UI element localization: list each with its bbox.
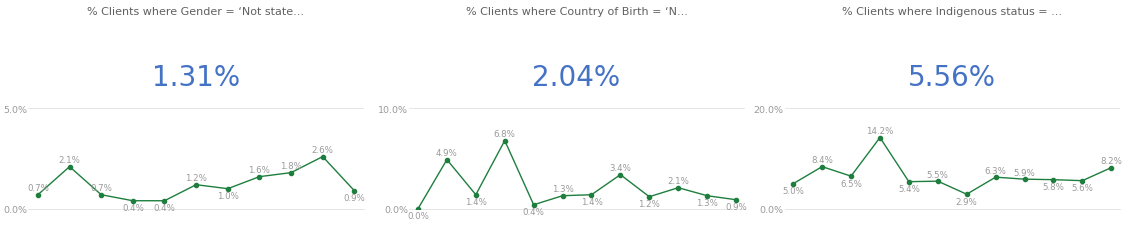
Text: 5.9%: 5.9% <box>1014 168 1036 177</box>
Text: 0.4%: 0.4% <box>122 203 143 212</box>
Text: 5.6%: 5.6% <box>1071 183 1094 192</box>
Text: % Clients where Country of Birth = ‘N...: % Clients where Country of Birth = ‘N... <box>465 7 688 17</box>
Text: 2.04%: 2.04% <box>532 64 621 91</box>
Text: 2.1%: 2.1% <box>59 155 81 164</box>
Text: 0.4%: 0.4% <box>523 207 545 216</box>
Text: 3.4%: 3.4% <box>609 163 631 172</box>
Text: 1.3%: 1.3% <box>696 198 719 207</box>
Text: 6.5%: 6.5% <box>840 179 862 188</box>
Text: 8.4%: 8.4% <box>811 155 833 164</box>
Text: 2.1%: 2.1% <box>667 176 689 185</box>
Text: 8.2%: 8.2% <box>1101 156 1122 165</box>
Text: 6.8%: 6.8% <box>493 129 516 138</box>
Text: 1.4%: 1.4% <box>581 197 603 206</box>
Text: 0.7%: 0.7% <box>27 183 49 192</box>
Text: 0.4%: 0.4% <box>153 203 175 212</box>
Text: 0.9%: 0.9% <box>725 202 747 211</box>
Text: 1.8%: 1.8% <box>280 161 302 170</box>
Text: 1.4%: 1.4% <box>465 197 487 206</box>
Text: 5.5%: 5.5% <box>927 170 948 179</box>
Text: 5.0%: 5.0% <box>782 186 804 195</box>
Text: 1.31%: 1.31% <box>151 64 240 91</box>
Text: 5.56%: 5.56% <box>907 64 996 91</box>
Text: 0.9%: 0.9% <box>343 193 365 202</box>
Text: 4.9%: 4.9% <box>435 148 458 157</box>
Text: 2.6%: 2.6% <box>312 146 333 154</box>
Text: 6.3%: 6.3% <box>985 166 1006 175</box>
Text: % Clients where Gender = ‘Not state...: % Clients where Gender = ‘Not state... <box>88 7 304 17</box>
Text: 1.0%: 1.0% <box>217 191 239 200</box>
Text: 1.2%: 1.2% <box>638 199 661 208</box>
Text: 5.4%: 5.4% <box>898 184 920 193</box>
Text: % Clients where Indigenous status = ...: % Clients where Indigenous status = ... <box>841 7 1062 17</box>
Text: 1.2%: 1.2% <box>185 173 207 182</box>
Text: 0.7%: 0.7% <box>90 183 113 192</box>
Text: 5.8%: 5.8% <box>1043 182 1064 191</box>
Text: 1.3%: 1.3% <box>551 184 573 193</box>
Text: 2.9%: 2.9% <box>956 197 978 206</box>
Text: 14.2%: 14.2% <box>866 126 894 136</box>
Text: 0.0%: 0.0% <box>407 211 429 220</box>
Text: 1.6%: 1.6% <box>249 165 271 174</box>
